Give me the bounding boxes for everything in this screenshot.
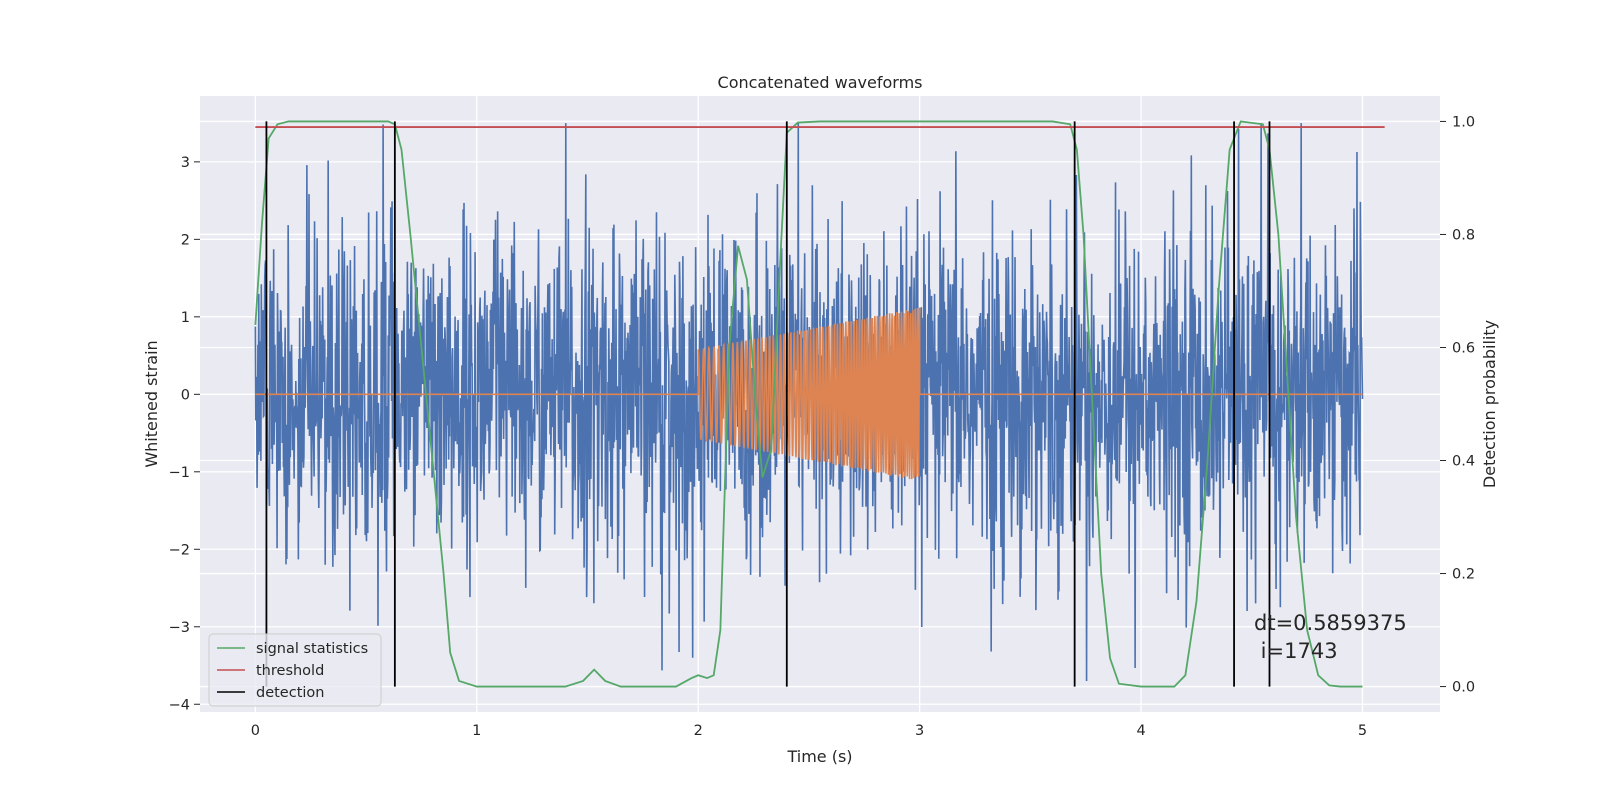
x-tick-label: 4: [1136, 723, 1145, 739]
y-tick-label-right: 0.2: [1452, 567, 1475, 583]
y-tick-label-left: 2: [181, 232, 190, 248]
legend-box: [208, 633, 382, 707]
annotation: dt=0.5859375 i=1743: [1254, 611, 1407, 663]
y-tick-label-right: 0.4: [1452, 454, 1475, 470]
y-tick-label-left: 3: [181, 155, 190, 171]
y-tick-label-left: 1: [181, 310, 190, 326]
strain-chirp-line: [255, 307, 1363, 480]
chart-title: Concatenated waveforms: [718, 73, 923, 92]
annotation-i: i=1743: [1254, 639, 1338, 663]
x-tick-label: 2: [694, 723, 703, 739]
x-tick-label: 5: [1358, 723, 1367, 739]
y-tick-label-right: 0.6: [1452, 340, 1475, 356]
y-tick-label-left: −4: [169, 697, 190, 713]
x-axis-label: Time (s): [786, 747, 852, 766]
y-tick-label-right: 0.8: [1452, 227, 1475, 243]
y-tick-label-left: −1: [169, 465, 190, 481]
y-axis-label-right: Detection probability: [1480, 320, 1499, 488]
probability-lines: [254, 120, 1385, 688]
y-tick-label-left: −2: [169, 542, 190, 558]
x-tick-label: 0: [251, 723, 260, 739]
legend-label-signal: signal statistics: [256, 641, 368, 657]
y-tick-label-right: 1.0: [1452, 114, 1475, 130]
strain-noise-line: [254, 123, 1364, 682]
legend-label-threshold: threshold: [256, 663, 324, 679]
y-tick-label-left: −3: [169, 620, 190, 636]
x-tick-label: 1: [472, 723, 481, 739]
y-axis-label-left: Whitened strain: [142, 340, 161, 467]
legend: signal statistics threshold detection: [208, 633, 382, 707]
strain-lines: [254, 123, 1364, 682]
legend-label-detection: detection: [256, 685, 324, 701]
x-tick-label: 3: [915, 723, 924, 739]
annotation-dt: dt=0.5859375: [1254, 611, 1407, 635]
y-tick-label-right: 0.0: [1452, 680, 1475, 696]
y-tick-label-left: 0: [181, 387, 190, 403]
tick-labels: 0 1 2 3 4 5 −4 −3 −2 −1 0 1 2 3 0.0 0.2 0.4 0.6 0.8 1.0: [169, 114, 1475, 739]
